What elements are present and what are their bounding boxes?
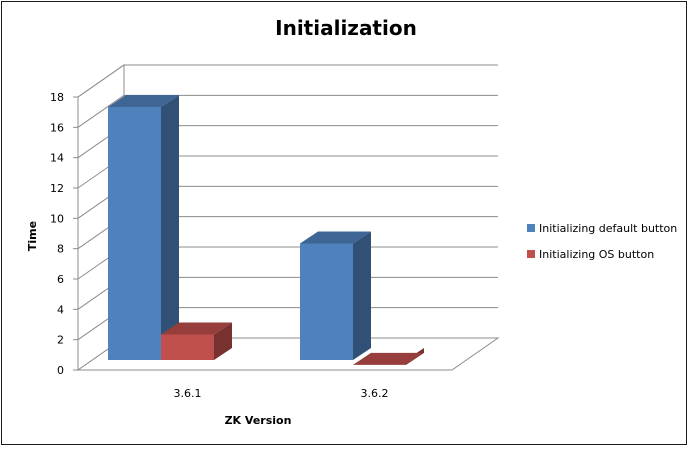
y-tick-label: 2 xyxy=(57,334,64,347)
bar-side xyxy=(214,322,232,360)
y-tick-label: 4 xyxy=(57,303,64,316)
x-tick-label: 3.6.2 xyxy=(361,387,389,400)
legend-item: Initializing default button xyxy=(527,222,677,235)
bar xyxy=(161,322,232,360)
bar-top xyxy=(300,231,371,244)
y-tick-label: 18 xyxy=(50,91,64,104)
x-axis-title: ZK Version xyxy=(225,414,292,427)
y-tick-label: 16 xyxy=(50,121,64,134)
x-tick-label: 3.6.1 xyxy=(174,387,202,400)
y-tick-label: 8 xyxy=(57,243,64,256)
gridline-diagonal xyxy=(77,94,125,128)
y-tick-label: 14 xyxy=(50,152,64,165)
y-axis-title: Time xyxy=(26,221,39,251)
y-axis-ticks: 0 2 4 6 8 10 12 14 16 18 xyxy=(50,91,78,377)
legend: Initializing default button Initializing … xyxy=(527,222,677,261)
legend-swatch xyxy=(527,224,535,232)
y-tick-label: 0 xyxy=(57,364,64,377)
bar-side xyxy=(353,231,371,360)
x-axis-ticks: 3.6.1 3.6.2 xyxy=(174,387,389,400)
gridline-diagonal xyxy=(77,64,125,98)
y-tick-label: 10 xyxy=(50,212,64,225)
legend-swatch xyxy=(527,250,535,258)
y-tick-label: 6 xyxy=(57,273,64,286)
bars xyxy=(108,95,424,365)
y-tick-label: 12 xyxy=(50,182,64,195)
chart-title: Initialization xyxy=(275,16,417,40)
bar xyxy=(353,348,424,365)
bar-front xyxy=(108,107,161,360)
legend-label: Initializing default button xyxy=(539,222,677,235)
bar xyxy=(300,231,371,360)
legend-label: Initializing OS button xyxy=(539,248,654,261)
bar-side xyxy=(161,95,179,360)
bar-front xyxy=(161,334,214,360)
bar-top xyxy=(161,322,232,335)
bar-top xyxy=(353,352,424,365)
bar-top xyxy=(108,95,179,107)
legend-item: Initializing OS button xyxy=(527,248,654,261)
bar xyxy=(108,95,179,360)
bar-front xyxy=(300,243,353,360)
